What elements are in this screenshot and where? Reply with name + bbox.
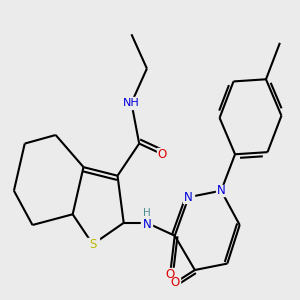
Bar [216,185,227,196]
Text: N: N [142,218,151,232]
Text: S: S [89,238,97,251]
Text: N: N [217,184,226,197]
Bar [169,277,180,289]
Bar [183,192,194,203]
Bar [164,268,176,280]
Text: O: O [158,148,167,161]
Bar [157,148,168,160]
Text: NH: NH [123,98,140,108]
Text: N: N [184,190,193,204]
Text: H: H [143,208,151,218]
Text: O: O [166,268,175,281]
Bar [87,238,99,251]
Bar [123,97,140,109]
Bar [142,210,152,219]
Text: O: O [170,276,179,290]
Bar [141,220,152,230]
